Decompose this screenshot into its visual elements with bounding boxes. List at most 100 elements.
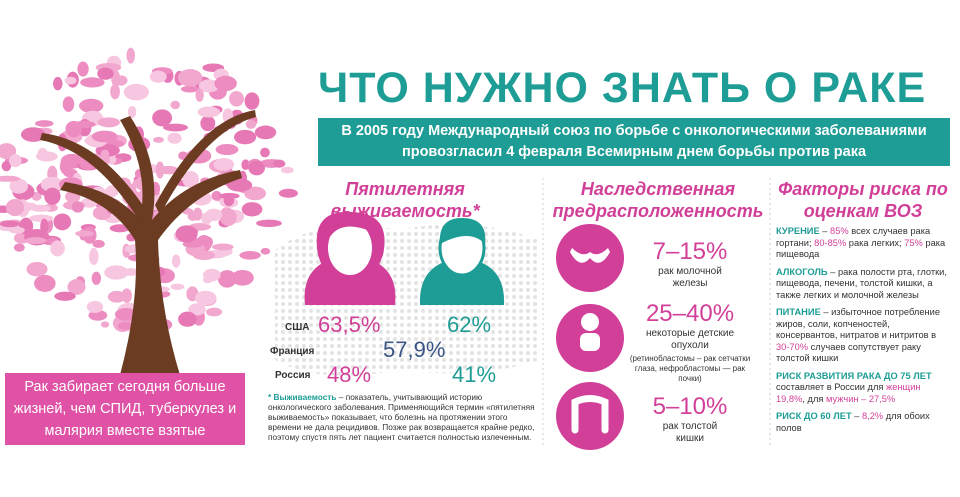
ribbon: [214, 75, 237, 92]
ribbon: [52, 76, 63, 91]
title: ЧТО НУЖНО ЗНАТЬ О РАКЕ: [318, 64, 927, 112]
ribbon: [75, 230, 94, 237]
text-run: РИСК ДО 60 ЛЕТ: [776, 411, 852, 421]
callout: Рак забирает сегодня больше жизней, чем …: [5, 373, 245, 445]
ribbon: [163, 123, 188, 132]
ribbon: [35, 151, 58, 162]
ribbon: [200, 115, 216, 132]
ribbon: [244, 186, 267, 201]
text-run: случаев сопутствует раку толстой кишки: [776, 341, 921, 364]
ribbon: [123, 83, 149, 101]
ribbon: [64, 76, 77, 85]
ribbon: [77, 61, 89, 77]
text-run: , для: [802, 393, 827, 404]
footnote: * Выживаемость – показатель, учитывающий…: [268, 392, 536, 442]
ribbon: [188, 303, 206, 316]
text-run: для обоих полов: [776, 411, 930, 433]
text-run: женщин 19,8%: [776, 382, 921, 404]
ribbon: [155, 161, 165, 179]
ribbon: [192, 207, 203, 221]
banner-text: В 2005 году Международный союз по борьбе…: [341, 123, 927, 160]
ribbon: [20, 202, 38, 211]
text-run: рака пищевода: [776, 237, 946, 260]
ribbon: [40, 176, 64, 193]
women-value: 48%: [327, 362, 372, 387]
ribbon: [29, 214, 54, 222]
ribbon: [9, 154, 22, 168]
label: некоторые детские опухоли: [645, 328, 735, 351]
ribbon: [54, 291, 76, 301]
ribbon: [110, 83, 120, 100]
ribbon: [198, 79, 220, 93]
ribbon: [71, 201, 84, 213]
ribbon: [256, 219, 282, 227]
ribbon: [170, 283, 185, 290]
ribbon: [126, 47, 136, 64]
risk-item: ПИТАНИЕ – избыточное потребление жиров, …: [776, 307, 952, 365]
ribbon: [149, 70, 167, 83]
risk-item: АЛКОГОЛЬ – рака полости рта, глотки, пищ…: [776, 267, 952, 302]
text-run: мужчин – 27,5%: [826, 393, 896, 404]
ribbon: [260, 247, 271, 255]
ribbon: [241, 159, 250, 171]
text-run: КУРЕНИЕ: [776, 226, 820, 236]
text-run: 85%: [830, 226, 849, 236]
country: США: [285, 322, 310, 333]
ribbon: [107, 290, 126, 303]
ribbon: [239, 250, 261, 260]
ribbon: [40, 218, 49, 235]
ribbon: [254, 125, 277, 140]
ribbon: [182, 171, 200, 188]
ribbon: [34, 120, 54, 127]
ribbon: [171, 254, 181, 268]
text-run: 80-85%: [814, 237, 847, 248]
ribbon: [219, 207, 234, 226]
ribbon: [241, 202, 263, 217]
women-value: 63,5%: [318, 312, 381, 337]
ribbon: [92, 206, 112, 220]
ribbon: [194, 290, 217, 306]
ribbon: [211, 190, 222, 201]
ribbon: [67, 279, 86, 295]
risk-list: КУРЕНИЕ – 85% всех случаев рака гортани;…: [776, 226, 952, 440]
ribbon: [0, 220, 20, 228]
ribbon: [80, 77, 105, 88]
ribbon: [202, 276, 213, 284]
ribbon: [50, 240, 65, 257]
ribbon: [192, 250, 216, 261]
heredity-heading: Наследственная предрасположенность: [552, 179, 764, 221]
ribbon: [180, 85, 199, 93]
text-run: всех случаев рака гортани;: [776, 226, 931, 248]
ribbon: [233, 129, 257, 145]
survival-heading: Пятилетняя выживаемость*: [330, 179, 480, 221]
ribbon: [153, 136, 164, 143]
text-run: – показатель, учитывающий историю онколо…: [268, 392, 535, 442]
ribbon: [229, 91, 244, 107]
ribbon: [104, 265, 129, 280]
ribbon: [13, 243, 25, 252]
ribbon: [260, 147, 270, 158]
text-run: ПИТАНИЕ: [776, 307, 821, 317]
text-run: –: [851, 411, 862, 421]
ribbon: [195, 88, 204, 102]
ribbon: [72, 120, 96, 128]
text-run: АЛКОГОЛЬ: [776, 266, 828, 277]
ribbon: [217, 270, 237, 288]
ribbon: [97, 117, 120, 128]
ribbon: [1, 161, 12, 172]
banner: В 2005 году Международный союз по борьбе…: [318, 118, 950, 166]
ribbon: [9, 178, 29, 194]
ribbon: [97, 67, 114, 80]
ribbon: [175, 225, 198, 243]
ribbon: [245, 119, 257, 129]
ribbon: [24, 237, 47, 245]
risk-item: РИСК ДО 60 ЛЕТ – 8,2% для обоих полов: [776, 411, 952, 434]
ribbon: [178, 311, 197, 327]
text-run: –: [819, 226, 831, 236]
text-run: – избыточное потребление жиров, соли, ко…: [776, 307, 940, 340]
ribbon: [20, 127, 46, 142]
ribbon: [62, 96, 75, 112]
ribbon: [100, 149, 110, 159]
